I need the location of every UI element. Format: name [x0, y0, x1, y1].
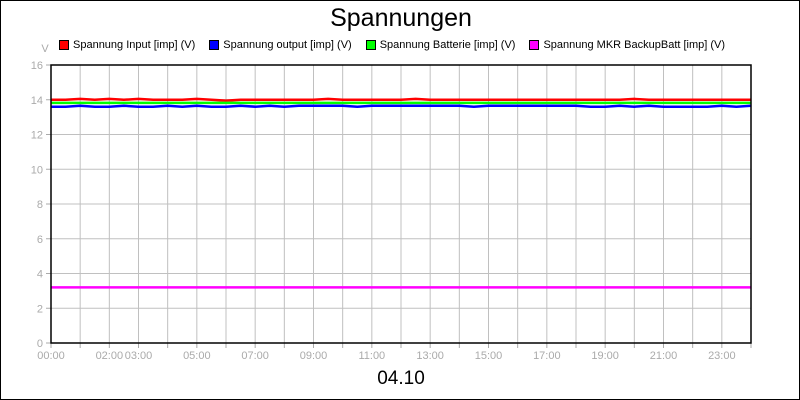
x-tick-label: 13:00: [416, 350, 444, 362]
y-tick-label: 16: [31, 60, 43, 72]
legend-item: Spannung Input [imp] (V): [59, 39, 195, 51]
series-line-0: [51, 97, 751, 102]
x-tick-label: 02:00: [96, 350, 124, 362]
x-axis-title: 04.10: [377, 368, 425, 389]
x-tick-label: 21:00: [650, 350, 678, 362]
legend: Spannung Input [imp] (V) Spannung output …: [59, 39, 739, 51]
legend-item: Spannung output [imp] (V): [209, 39, 352, 51]
x-tick-label: 15:00: [475, 350, 503, 362]
chart-title: Spannungen: [330, 4, 472, 32]
legend-label: Spannung MKR BackupBatt [imp] (V): [543, 39, 726, 51]
y-tick-label: 8: [37, 199, 43, 211]
y-axis-label: V: [41, 43, 49, 55]
y-tick-label: 10: [31, 164, 43, 176]
legend-item: Spannung MKR BackupBatt [imp] (V): [529, 39, 725, 51]
y-tick-label: 12: [31, 130, 43, 142]
series-line-1: [51, 104, 752, 108]
y-tick-label: 14: [31, 95, 43, 107]
x-tick-label: 19:00: [591, 350, 619, 362]
y-tick-label: 0: [37, 338, 43, 350]
x-tick-label: 17:00: [533, 350, 561, 362]
y-tick-label: 4: [37, 269, 43, 281]
y-tick-label: 2: [37, 303, 43, 315]
legend-item: Spannung Batterie [imp] (V): [365, 39, 516, 51]
x-tick-label: 09:00: [300, 350, 328, 362]
x-tick-label: 23:00: [708, 350, 736, 362]
legend-swatch: [59, 40, 69, 50]
plot-border: [50, 64, 752, 344]
legend-label: Spannung Input [imp] (V): [73, 39, 196, 51]
x-tick-label: 11:00: [358, 350, 385, 362]
legend-label: Spannung Batterie [imp] (V): [379, 39, 516, 51]
x-tick-label: 05:00: [183, 350, 211, 362]
legend-swatch: [365, 40, 376, 50]
legend-label: Spannung output [imp] (V): [223, 39, 352, 51]
legend-swatch: [209, 40, 220, 50]
legend-swatch: [529, 40, 540, 50]
x-tick-label: 00:00: [37, 350, 65, 362]
x-tick-label: 07:00: [241, 350, 269, 362]
x-tick-label: 03:00: [125, 350, 153, 362]
y-tick-label: 6: [37, 234, 43, 246]
